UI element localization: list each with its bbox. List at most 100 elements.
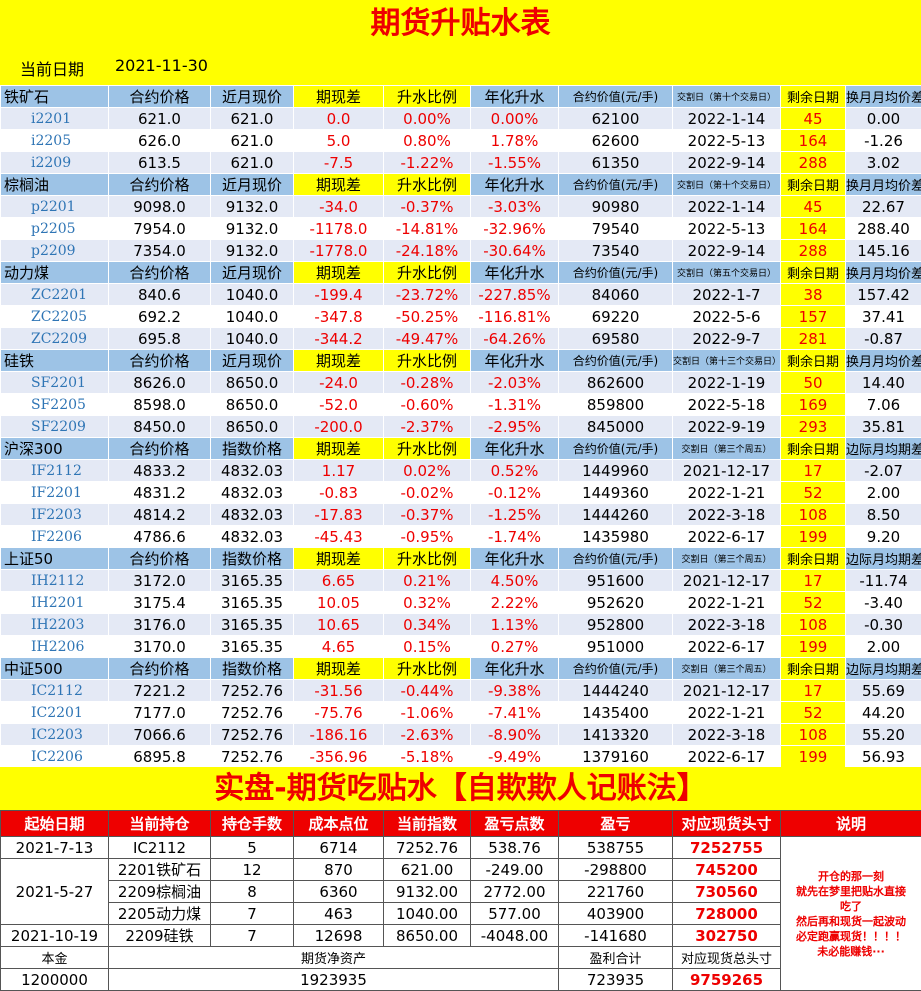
header-cell: 合约价格 bbox=[109, 262, 211, 284]
note-line: 未必能赚钱··· bbox=[781, 944, 921, 959]
header-cell: 期现差 bbox=[294, 262, 384, 284]
note-line: 必定跑赢现货！！！！ bbox=[781, 929, 921, 944]
header-cell: 指数价格 bbox=[211, 658, 294, 680]
data-cell: 3175.4 bbox=[109, 592, 211, 614]
header-cell: 升水比例 bbox=[384, 548, 471, 570]
data-cell: 2022-9-7 bbox=[673, 328, 781, 350]
note-line: 开仓的那一刻 bbox=[781, 869, 921, 884]
data-cell: 0.00% bbox=[471, 108, 559, 130]
header-cell: 合约价格 bbox=[109, 174, 211, 196]
data-cell: 0.0 bbox=[294, 108, 384, 130]
title-band: 期货升贴水表 当前日期 2021-11-30 bbox=[0, 0, 921, 85]
data-cell: 7.06 bbox=[846, 394, 921, 416]
ledger-cell: 6360 bbox=[294, 881, 384, 903]
data-cell: 1449360 bbox=[559, 482, 673, 504]
data-cell: 1379160 bbox=[559, 746, 673, 768]
summary-value: 9759265 bbox=[673, 969, 781, 991]
data-cell: 22.67 bbox=[846, 196, 921, 218]
data-cell: 3165.35 bbox=[211, 636, 294, 658]
header-cell: 换月月均价差 bbox=[846, 86, 921, 108]
data-cell: 1413320 bbox=[559, 724, 673, 746]
header-cell: 交割日（第三个周五） bbox=[673, 548, 781, 570]
data-cell: 1444240 bbox=[559, 680, 673, 702]
ledger-header-cell: 对应现货头寸 bbox=[673, 811, 781, 837]
header-cell: 升水比例 bbox=[384, 658, 471, 680]
header-cell: 年化升水 bbox=[471, 86, 559, 108]
header-cell: 边际月均期差 bbox=[846, 548, 921, 570]
data-cell: IC2203 bbox=[1, 724, 109, 746]
data-cell: 7954.0 bbox=[109, 218, 211, 240]
data-cell: 0.80% bbox=[384, 130, 471, 152]
data-cell: 281 bbox=[781, 328, 846, 350]
data-cell: -0.12% bbox=[471, 482, 559, 504]
ledger-cell: 9132.00 bbox=[384, 881, 471, 903]
data-cell: p2205 bbox=[1, 218, 109, 240]
header-cell: 合约价格 bbox=[109, 86, 211, 108]
data-cell: 6895.8 bbox=[109, 746, 211, 768]
data-cell: SF2209 bbox=[1, 416, 109, 438]
header-cell: 合约价值(元/手) bbox=[559, 86, 673, 108]
data-cell: 951600 bbox=[559, 570, 673, 592]
data-cell: 2022-3-18 bbox=[673, 504, 781, 526]
title: 期货升贴水表 bbox=[0, 0, 921, 48]
data-cell: 2022-5-13 bbox=[673, 130, 781, 152]
data-cell: -9.38% bbox=[471, 680, 559, 702]
data-cell: -49.47% bbox=[384, 328, 471, 350]
data-cell: 1040.0 bbox=[211, 284, 294, 306]
data-cell: -45.43 bbox=[294, 526, 384, 548]
data-cell: 3172.0 bbox=[109, 570, 211, 592]
date-label: 当前日期 bbox=[20, 56, 84, 80]
data-cell: 3165.35 bbox=[211, 570, 294, 592]
data-cell: 293 bbox=[781, 416, 846, 438]
data-cell: 0.34% bbox=[384, 614, 471, 636]
header-cell: 年化升水 bbox=[471, 174, 559, 196]
header-cell: 交割日（第五个交易日） bbox=[673, 262, 781, 284]
data-cell: IF2112 bbox=[1, 460, 109, 482]
ledger-cell: 8 bbox=[211, 881, 294, 903]
data-cell: IF2206 bbox=[1, 526, 109, 548]
ledger-header-cell: 起始日期 bbox=[1, 811, 109, 837]
data-cell: -52.0 bbox=[294, 394, 384, 416]
data-cell: 2022-5-18 bbox=[673, 394, 781, 416]
header-cell: 合约价格 bbox=[109, 658, 211, 680]
data-cell: 0.00% bbox=[384, 108, 471, 130]
data-cell: 8650.0 bbox=[211, 372, 294, 394]
ledger-cell: 2201铁矿石 bbox=[109, 859, 211, 881]
data-cell: -0.87 bbox=[846, 328, 921, 350]
data-cell: 7177.0 bbox=[109, 702, 211, 724]
data-cell: -347.8 bbox=[294, 306, 384, 328]
header-cell: 边际月均期差 bbox=[846, 658, 921, 680]
ledger-header-cell: 盈亏点数 bbox=[471, 811, 559, 837]
data-cell: 1449960 bbox=[559, 460, 673, 482]
data-cell: 621.0 bbox=[109, 108, 211, 130]
data-cell: 0.32% bbox=[384, 592, 471, 614]
data-cell: 108 bbox=[781, 614, 846, 636]
ledger-title: 实盘-期货吃贴水【自欺欺人记账法】 bbox=[0, 767, 921, 810]
data-cell: p2201 bbox=[1, 196, 109, 218]
data-cell: 4832.03 bbox=[211, 504, 294, 526]
ledger-header-cell: 说明 bbox=[781, 811, 921, 837]
data-cell: 4832.03 bbox=[211, 482, 294, 504]
data-cell: -75.76 bbox=[294, 702, 384, 724]
data-cell: -31.56 bbox=[294, 680, 384, 702]
header-cell: 指数价格 bbox=[211, 438, 294, 460]
data-cell: -1.25% bbox=[471, 504, 559, 526]
data-cell: 2022-1-21 bbox=[673, 482, 781, 504]
data-cell: 9132.0 bbox=[211, 196, 294, 218]
ledger-header-cell: 盈亏 bbox=[559, 811, 673, 837]
data-cell: 7066.6 bbox=[109, 724, 211, 746]
data-cell: 45 bbox=[781, 108, 846, 130]
ledger-header-cell: 持仓手数 bbox=[211, 811, 294, 837]
data-cell: 0.15% bbox=[384, 636, 471, 658]
data-cell: -50.25% bbox=[384, 306, 471, 328]
ledger-cell: IC2112 bbox=[109, 837, 211, 859]
header-cell: 期现差 bbox=[294, 658, 384, 680]
data-cell: -344.2 bbox=[294, 328, 384, 350]
